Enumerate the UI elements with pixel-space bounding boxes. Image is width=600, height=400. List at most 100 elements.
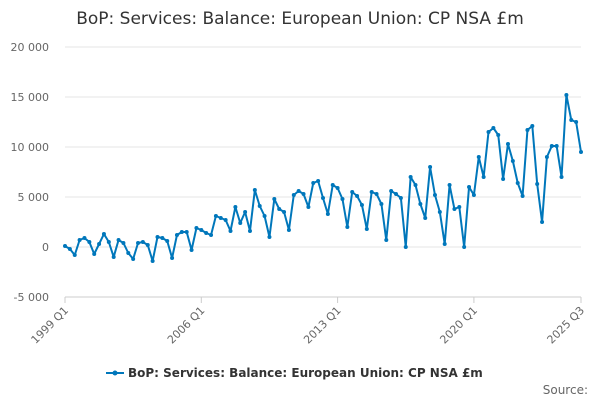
data-point[interactable] — [496, 133, 501, 137]
data-point[interactable] — [481, 175, 486, 179]
data-point[interactable] — [155, 235, 160, 239]
data-point[interactable] — [252, 188, 257, 192]
data-point[interactable] — [432, 193, 437, 197]
data-point[interactable] — [476, 155, 481, 159]
data-point[interactable] — [530, 124, 535, 128]
data-point[interactable] — [535, 182, 540, 186]
data-point[interactable] — [471, 193, 476, 197]
data-point[interactable] — [447, 183, 452, 187]
data-point[interactable] — [106, 240, 111, 244]
data-point[interactable] — [179, 230, 184, 234]
data-point[interactable] — [505, 142, 510, 146]
data-point[interactable] — [101, 232, 106, 236]
data-point[interactable] — [428, 165, 433, 169]
data-point[interactable] — [121, 241, 126, 245]
data-point[interactable] — [184, 230, 189, 234]
data-point[interactable] — [301, 192, 306, 196]
data-point[interactable] — [442, 242, 447, 246]
data-point[interactable] — [462, 245, 467, 249]
data-point[interactable] — [131, 257, 136, 261]
data-point[interactable] — [238, 221, 243, 225]
data-point[interactable] — [116, 238, 121, 242]
data-point[interactable] — [408, 175, 413, 179]
data-point[interactable] — [257, 204, 262, 208]
data-point[interactable] — [199, 228, 204, 232]
data-point[interactable] — [218, 216, 223, 220]
data-point[interactable] — [262, 214, 267, 218]
data-point[interactable] — [72, 253, 77, 257]
data-point[interactable] — [544, 155, 549, 159]
data-point[interactable] — [286, 228, 291, 232]
data-point[interactable] — [140, 240, 145, 244]
data-point[interactable] — [233, 205, 238, 209]
data-point[interactable] — [559, 175, 564, 179]
data-point[interactable] — [174, 233, 179, 237]
data-point[interactable] — [452, 207, 457, 211]
data-point[interactable] — [165, 239, 170, 243]
data-point[interactable] — [437, 210, 442, 214]
data-point[interactable] — [549, 144, 554, 148]
data-point[interactable] — [145, 243, 150, 247]
data-point[interactable] — [247, 229, 252, 233]
data-point[interactable] — [282, 210, 287, 214]
data-point[interactable] — [418, 202, 423, 206]
data-point[interactable] — [136, 241, 141, 245]
data-point[interactable] — [325, 212, 330, 216]
data-point[interactable] — [82, 236, 87, 240]
data-point[interactable] — [63, 244, 67, 248]
data-point[interactable] — [491, 126, 496, 130]
data-point[interactable] — [525, 128, 530, 132]
data-point[interactable] — [77, 238, 82, 242]
data-point[interactable] — [272, 197, 277, 201]
data-point[interactable] — [277, 207, 282, 211]
data-point[interactable] — [97, 242, 102, 246]
data-point[interactable] — [540, 220, 545, 224]
data-point[interactable] — [579, 150, 583, 154]
data-point[interactable] — [403, 245, 408, 249]
data-point[interactable] — [413, 183, 418, 187]
data-point[interactable] — [467, 185, 472, 189]
data-point[interactable] — [160, 236, 165, 240]
data-point[interactable] — [369, 190, 374, 194]
data-point[interactable] — [111, 255, 116, 259]
data-point[interactable] — [384, 238, 389, 242]
data-point[interactable] — [359, 203, 364, 207]
data-point[interactable] — [569, 118, 574, 122]
data-point[interactable] — [316, 179, 321, 183]
data-point[interactable] — [554, 144, 559, 148]
data-point[interactable] — [204, 231, 209, 235]
legend[interactable]: BoP: Services: Balance: European Union: … — [106, 366, 483, 380]
data-point[interactable] — [379, 202, 384, 206]
data-point[interactable] — [520, 194, 525, 198]
data-point[interactable] — [296, 189, 301, 193]
data-point[interactable] — [223, 218, 228, 222]
data-point[interactable] — [92, 252, 97, 256]
data-point[interactable] — [189, 248, 194, 252]
data-point[interactable] — [345, 225, 350, 229]
data-point[interactable] — [243, 210, 248, 214]
data-point[interactable] — [398, 196, 403, 200]
data-point[interactable] — [306, 205, 311, 209]
data-point[interactable] — [194, 226, 199, 230]
data-point[interactable] — [67, 247, 72, 251]
data-point[interactable] — [364, 227, 369, 231]
data-point[interactable] — [150, 259, 155, 263]
data-point[interactable] — [564, 93, 569, 97]
data-point[interactable] — [321, 196, 325, 200]
data-point[interactable] — [311, 181, 316, 185]
data-point[interactable] — [267, 235, 272, 239]
data-point[interactable] — [501, 177, 506, 181]
data-point[interactable] — [510, 159, 515, 163]
data-point[interactable] — [394, 192, 399, 196]
data-point[interactable] — [126, 251, 131, 255]
data-point[interactable] — [486, 130, 491, 134]
data-point[interactable] — [350, 190, 355, 194]
data-point[interactable] — [574, 120, 579, 124]
data-point[interactable] — [355, 194, 360, 198]
data-point[interactable] — [291, 193, 296, 197]
data-point[interactable] — [87, 240, 92, 244]
data-point[interactable] — [335, 186, 340, 190]
data-point[interactable] — [213, 214, 218, 218]
data-point[interactable] — [423, 216, 428, 220]
data-point[interactable] — [515, 181, 520, 185]
